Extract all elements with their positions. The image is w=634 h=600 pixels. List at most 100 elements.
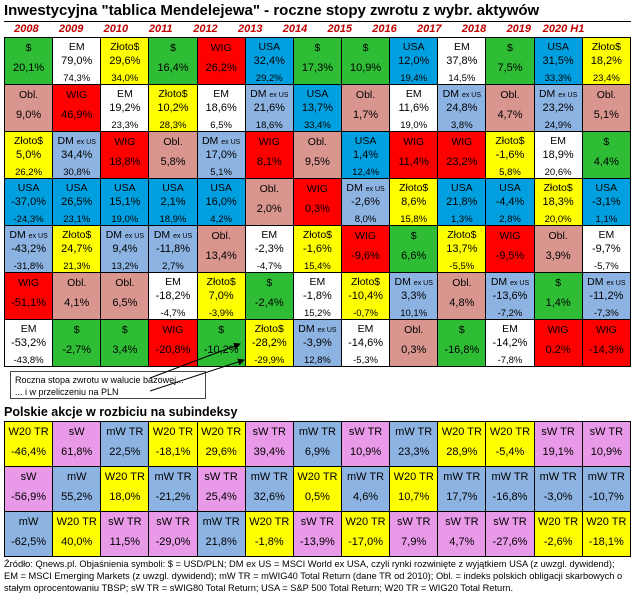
subindex-label: W20 TR [56, 516, 97, 528]
return-base-currency: 4,4% [593, 156, 619, 168]
subindex-label: W20 TR [393, 471, 434, 483]
subindex-return: -27,6% [492, 536, 528, 548]
asset-cell: WIG 0,2% [533, 319, 583, 367]
asset-cell: WIG 0,3% [292, 178, 342, 226]
year-label: 2016 [372, 23, 397, 35]
asset-label: Złoto$ [302, 229, 332, 241]
return-base-currency: 13,7% [301, 102, 334, 114]
return-base-currency: 0,2% [545, 344, 571, 356]
return-base-currency: -9,7% [591, 243, 621, 255]
asset-label: Obl. [452, 277, 472, 289]
asset-label: $ [555, 277, 562, 289]
asset-cell: Obl. 13,4% [196, 225, 246, 273]
asset-cell: EM -53,2% -43,8% [3, 319, 54, 367]
subindex-cell: W20 TR -17,0% [340, 511, 391, 557]
return-base-currency: 7,0% [208, 290, 234, 302]
asset-label: Złoto$ [399, 182, 429, 194]
asset-label: EM [550, 135, 566, 147]
return-pln: 15,2% [303, 308, 331, 319]
year-label: 2014 [282, 23, 308, 35]
asset-label-suffix: ex US [413, 280, 433, 287]
asset-cell: DM ex US 3,3% 10,1% [389, 272, 439, 320]
asset-label: Obl. [500, 89, 520, 101]
asset-label: USA [258, 41, 281, 53]
asset-label-suffix: ex US [124, 233, 145, 240]
return-base-currency: -2,7% [62, 344, 92, 356]
asset-cell: WIG -14,3% [581, 319, 632, 367]
return-base-currency: 46,9% [61, 109, 93, 121]
return-base-currency: -10,2% [203, 344, 239, 356]
return-pln: 19,0% [111, 214, 139, 225]
return-pln: 8,0% [354, 214, 377, 225]
return-base-currency: 29,6% [109, 55, 141, 67]
asset-label: $ [25, 42, 32, 54]
return-base-currency: 18,2% [590, 55, 622, 67]
asset-label: USA [306, 88, 329, 100]
asset-label: DM ex US [9, 229, 48, 241]
asset-label-suffix: ex US [606, 280, 626, 287]
subindex-label: W20 TR [8, 426, 49, 438]
subindex-label: mW TR [250, 471, 288, 483]
return-base-currency: -10,4% [348, 290, 383, 302]
subindex-section-title: Polskie akcje w rozbiciu na subindeksy [4, 405, 238, 419]
return-base-currency: -1,6% [303, 243, 332, 255]
subindex-return: 6,9% [304, 446, 330, 458]
return-pln: 34,0% [111, 73, 139, 84]
asset-label: DM ex US [490, 276, 530, 288]
subindex-return: -62,5% [11, 536, 46, 548]
asset-label: WIG [114, 136, 136, 148]
return-pln: 3,8% [451, 120, 473, 131]
subindex-cell: mW TR -16,8% [485, 466, 535, 512]
asset-cell: WIG 18,8% [100, 131, 150, 179]
return-base-currency: 17,0% [205, 149, 237, 161]
asset-label: USA [17, 182, 40, 194]
return-pln: 19,0% [400, 120, 428, 131]
asset-label-suffix: ex US [365, 186, 385, 193]
return-pln: 10,1% [400, 308, 428, 319]
table-row: sW -56,9% mW 55,2% W20 TR 18,0% mW TR -21,2% sW … [3, 466, 632, 512]
subindex-label: sW [68, 426, 85, 438]
return-base-currency: 21,8% [446, 196, 478, 208]
asset-label: WIG [306, 183, 328, 195]
subindex-cell: mW TR -21,2% [148, 466, 198, 512]
subindex-return: -2,6% [543, 536, 573, 548]
asset-label: $ [458, 324, 465, 336]
asset-cell: Obl. 6,5% [100, 272, 150, 320]
subindex-cell: mW TR 23,3% [389, 421, 439, 467]
asset-label: USA [65, 182, 88, 194]
asset-label: EM [357, 323, 374, 335]
return-base-currency: -1,8% [303, 290, 332, 302]
return-pln: -5,5% [449, 261, 475, 272]
asset-cell: Obl. 3,9% [533, 225, 583, 273]
return-base-currency: -9,6% [351, 250, 380, 262]
return-pln: 19,4% [400, 73, 428, 84]
return-pln: 1,3% [451, 214, 473, 225]
asset-label: DM ex US [587, 276, 626, 288]
asset-label: USA [499, 182, 521, 194]
asset-cell: Złoto$ 7,0% -3,9% [196, 272, 246, 320]
subindex-return: -46,4% [11, 446, 46, 458]
return-pln: -4,7% [256, 261, 282, 272]
subindex-cell: mW TR 22,5% [100, 421, 150, 467]
asset-cell: EM 79,0% 74,3% [52, 37, 102, 85]
subindex-cell: W20 TR 18,0% [100, 466, 150, 512]
subindex-cell: W20 TR -1,8% [244, 511, 294, 557]
return-pln: -5,3% [353, 355, 378, 366]
subindex-return: 22,5% [109, 446, 141, 458]
subindex-label: sW TR [156, 516, 190, 528]
return-base-currency: -28,2% [251, 337, 287, 349]
asset-cell: Obl. 1,7% [340, 84, 391, 132]
table-row: Obl. 9,0% WIG 46,9% EM 19,2% 23,3% Złoto$ 10,2% 2… [3, 84, 632, 132]
asset-label-suffix: ex US [28, 233, 48, 240]
subindex-cell: W20 TR 28,9% [437, 421, 487, 467]
asset-label: USA [354, 135, 377, 147]
return-base-currency: 18,3% [542, 196, 574, 208]
asset-cell: USA 32,4% 29,2% [244, 37, 294, 85]
return-pln: 26,2% [15, 167, 43, 178]
subindex-label: mW TR [347, 471, 385, 483]
asset-label: EM [116, 88, 133, 100]
subindex-label: sW TR [493, 516, 527, 528]
subindex-return: 11,5% [109, 536, 141, 548]
return-base-currency: 9,4% [112, 243, 138, 255]
asset-cell: WIG 46,9% [52, 84, 102, 132]
